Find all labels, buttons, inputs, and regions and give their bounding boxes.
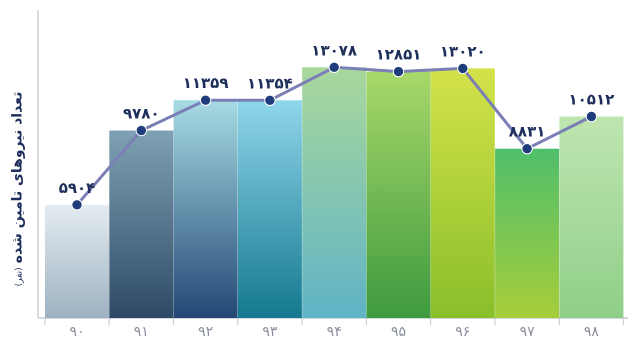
point-2 bbox=[199, 94, 212, 106]
bar-2 bbox=[173, 100, 238, 318]
data-label-1: ۹۷۸۰ bbox=[123, 105, 160, 123]
x-tick-label-1: ۹۱ bbox=[134, 324, 149, 340]
data-label-5: ۱۲۸۵۱ bbox=[376, 46, 422, 64]
data-label-6: ۱۳۰۲۰ bbox=[440, 42, 486, 60]
point-5 bbox=[392, 65, 405, 78]
x-tick-label-8: ۹۸ bbox=[584, 324, 600, 340]
y-axis-unit: (نفر) bbox=[14, 267, 25, 287]
x-tick-label-6: ۹۶ bbox=[455, 324, 470, 340]
ticks-group: ۹۰ ۹۱ ۹۲ ۹۳ ۹۴ ۹۵ ۹۶ ۹۷ ۹۸ bbox=[44, 318, 625, 340]
bar-4 bbox=[302, 67, 367, 318]
point-1 bbox=[135, 124, 148, 137]
data-label-8: ۱۰۵۱۲ bbox=[569, 91, 615, 109]
y-axis-label-text: تعداد نیروهای تامین شده bbox=[9, 91, 26, 264]
data-label-4: ۱۳۰۷۸ bbox=[311, 41, 357, 59]
bar-1 bbox=[109, 130, 174, 318]
x-tick-label-4: ۹۴ bbox=[327, 324, 342, 340]
y-axis-label: تعداد نیروهای تامین شده (نفر) bbox=[4, 60, 30, 318]
point-4 bbox=[328, 61, 340, 74]
bars-group bbox=[45, 67, 624, 319]
data-label-3: ۱۱۳۵۴ bbox=[247, 74, 293, 92]
x-tick-label-7: ۹۷ bbox=[520, 324, 536, 340]
point-7 bbox=[521, 143, 533, 155]
point-8 bbox=[585, 110, 598, 123]
bar-6 bbox=[430, 68, 495, 319]
data-label-7: ۸۸۳۱ bbox=[509, 123, 546, 141]
bar-3 bbox=[237, 100, 302, 318]
x-tick-label-5: ۹۵ bbox=[391, 324, 406, 340]
bar-5 bbox=[366, 71, 431, 318]
point-0 bbox=[71, 199, 83, 211]
x-tick-label-0: ۹۰ bbox=[69, 324, 84, 340]
point-6 bbox=[457, 62, 469, 75]
bar-8 bbox=[559, 116, 624, 318]
value-labels-group: ۵۹۰۴ ۹۷۸۰ ۱۱۳۵۹ ۱۱۳۵۴ ۱۳۰۷۸ ۱۲۸۵۱ ۱۳۰۲۰ ۸۸۳۱ ۱۰۵… bbox=[59, 41, 615, 197]
bar-0 bbox=[45, 204, 109, 318]
data-label-0: ۵۹۰۴ bbox=[59, 179, 96, 197]
x-tick-label-2: ۹۲ bbox=[198, 324, 213, 340]
line-group bbox=[71, 61, 598, 211]
x-tick-label-3: ۹۳ bbox=[262, 324, 278, 340]
bar-7 bbox=[495, 148, 560, 318]
data-label-2: ۱۱۳۵۹ bbox=[183, 74, 229, 92]
point-3 bbox=[264, 94, 276, 107]
